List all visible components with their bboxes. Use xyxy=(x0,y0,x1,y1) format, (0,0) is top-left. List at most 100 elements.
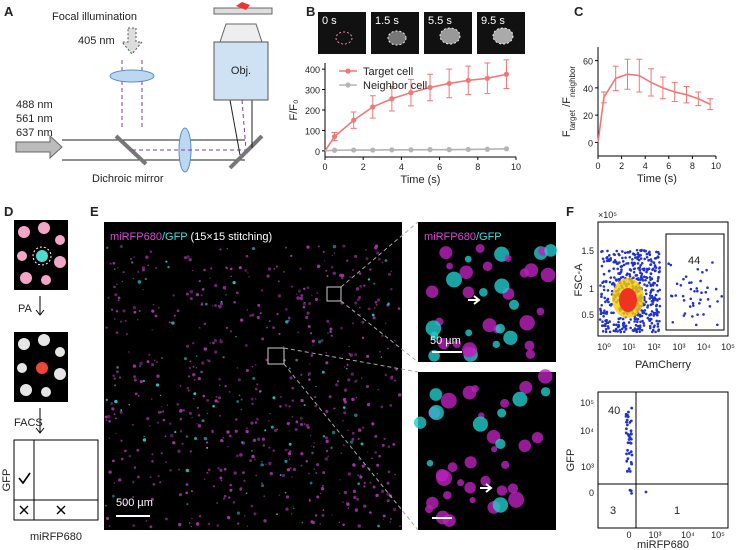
speck xyxy=(155,383,160,387)
event xyxy=(645,270,648,274)
speck xyxy=(212,341,215,345)
note: (15×15 stitching) xyxy=(187,231,272,243)
gate xyxy=(665,233,725,331)
speck xyxy=(132,495,135,498)
event xyxy=(632,276,635,280)
cell xyxy=(540,387,551,397)
speck xyxy=(219,248,222,251)
event xyxy=(674,294,678,297)
speck xyxy=(249,459,253,463)
speck xyxy=(252,376,256,380)
cell xyxy=(429,388,443,401)
cell xyxy=(501,460,510,469)
speck xyxy=(213,350,218,354)
event xyxy=(646,316,650,320)
event xyxy=(658,304,662,308)
speck xyxy=(157,410,161,414)
speck xyxy=(386,499,390,503)
event xyxy=(618,277,621,281)
speck xyxy=(376,251,380,255)
event xyxy=(691,315,694,318)
speck xyxy=(261,482,263,485)
speck xyxy=(108,525,111,527)
event xyxy=(625,452,628,456)
event xyxy=(617,323,620,327)
speck xyxy=(176,309,180,313)
speck xyxy=(299,296,304,301)
speck xyxy=(371,422,375,426)
uv-arrow xyxy=(120,27,144,55)
speck xyxy=(142,438,147,442)
speck xyxy=(303,287,306,290)
speck xyxy=(112,459,115,463)
event xyxy=(633,320,636,323)
speck xyxy=(136,448,140,452)
speck xyxy=(355,397,358,399)
event xyxy=(629,450,633,454)
speck xyxy=(281,474,285,478)
speck xyxy=(349,354,351,357)
event xyxy=(648,317,652,321)
speck xyxy=(375,303,378,306)
speck xyxy=(223,467,227,471)
y-tick-label: 0 xyxy=(588,138,593,148)
event xyxy=(652,261,656,264)
speck xyxy=(358,458,361,461)
speck xyxy=(188,258,192,262)
marker xyxy=(446,147,452,153)
speck xyxy=(219,302,224,306)
label-part: F xyxy=(561,130,573,137)
event xyxy=(671,320,675,324)
event xyxy=(630,453,634,457)
event xyxy=(610,311,613,315)
speck xyxy=(113,377,117,380)
speck xyxy=(239,453,243,457)
speck xyxy=(359,475,363,479)
speck xyxy=(143,435,145,438)
marker xyxy=(465,146,471,153)
speck xyxy=(202,394,206,398)
event xyxy=(647,267,651,271)
event xyxy=(649,283,653,286)
speck xyxy=(284,448,288,452)
speck xyxy=(351,397,355,402)
speck xyxy=(290,254,293,257)
y-tick-label: 20 xyxy=(583,111,593,121)
speck xyxy=(268,320,271,323)
speck xyxy=(365,257,369,260)
channel: /GFP xyxy=(476,231,502,243)
speck xyxy=(319,299,321,302)
speck xyxy=(112,494,115,498)
speck xyxy=(287,451,292,456)
speck xyxy=(295,358,299,362)
speck xyxy=(229,267,233,271)
event xyxy=(640,314,644,318)
marker xyxy=(503,146,510,152)
x-tick-label: 10 xyxy=(511,162,521,172)
speck xyxy=(105,419,108,421)
event xyxy=(656,279,660,283)
speck xyxy=(152,304,155,306)
speck xyxy=(314,404,318,408)
speck xyxy=(296,296,300,300)
event xyxy=(648,326,652,330)
speck xyxy=(374,434,378,438)
speck xyxy=(201,419,205,423)
speck xyxy=(145,255,149,259)
event xyxy=(648,253,652,257)
speck xyxy=(319,523,322,525)
event xyxy=(624,414,628,418)
speck xyxy=(299,267,302,271)
event xyxy=(604,328,608,331)
speck xyxy=(381,261,384,264)
event xyxy=(615,249,619,253)
speck xyxy=(116,283,118,286)
event xyxy=(639,257,643,260)
speck xyxy=(218,377,221,381)
speck xyxy=(299,416,303,420)
speck xyxy=(297,289,301,293)
speck xyxy=(292,467,297,472)
event xyxy=(695,287,699,290)
speck xyxy=(342,523,345,527)
event xyxy=(653,269,657,273)
